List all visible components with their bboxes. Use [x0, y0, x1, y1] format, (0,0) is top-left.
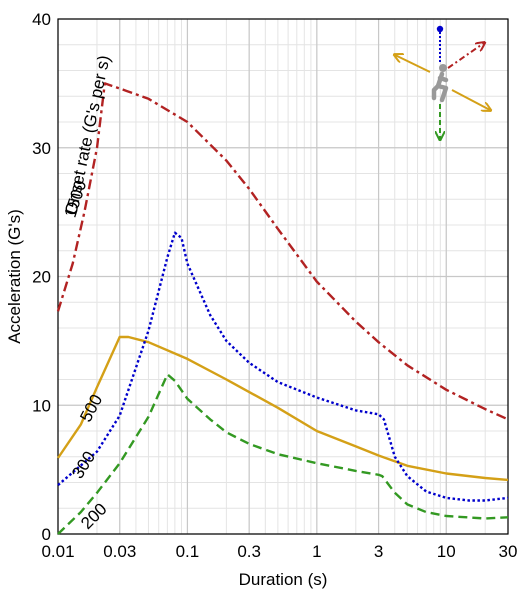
backward-arrow-icon: [451, 89, 490, 110]
forward-arrow-icon: [395, 55, 431, 73]
x-tick-label: 0.1: [176, 542, 200, 561]
x-tick-label: 0.03: [103, 542, 136, 561]
series-label-500: 500: [76, 391, 106, 425]
y-tick-label: 30: [32, 139, 51, 158]
x-tick-label: 3: [374, 542, 383, 561]
y-tick-labels: 0 10 20 30 40: [32, 10, 51, 544]
series-line-500: [57, 335, 509, 482]
x-tick-label: 1: [312, 542, 321, 561]
plot-frame: [57, 18, 509, 535]
y-tick-label: 0: [42, 525, 51, 544]
series-label-300: 300: [68, 448, 99, 482]
seated-person-icon: [431, 64, 449, 103]
y-tick-label: 20: [32, 268, 51, 287]
y-tick-label: 40: [32, 10, 51, 29]
x-axis-title: Duration (s): [239, 570, 328, 589]
diagonal-arrow-icon: [447, 43, 484, 69]
x-tick-label: 30: [499, 542, 518, 561]
x-tick-label: 0.01: [41, 542, 74, 561]
x-tick-label: 10: [437, 542, 456, 561]
series-label-200: 200: [77, 499, 110, 532]
x-tick-labels: 0.01 0.03 0.1 0.3 1 3 10 30: [41, 542, 517, 561]
occupant-direction-icon: [395, 25, 490, 139]
series-layer: [56, 82, 509, 535]
x-tick-label: 0.3: [237, 542, 261, 561]
y-tick-label: 10: [32, 396, 51, 415]
y-axis-title: Acceleration (G's): [5, 209, 24, 344]
